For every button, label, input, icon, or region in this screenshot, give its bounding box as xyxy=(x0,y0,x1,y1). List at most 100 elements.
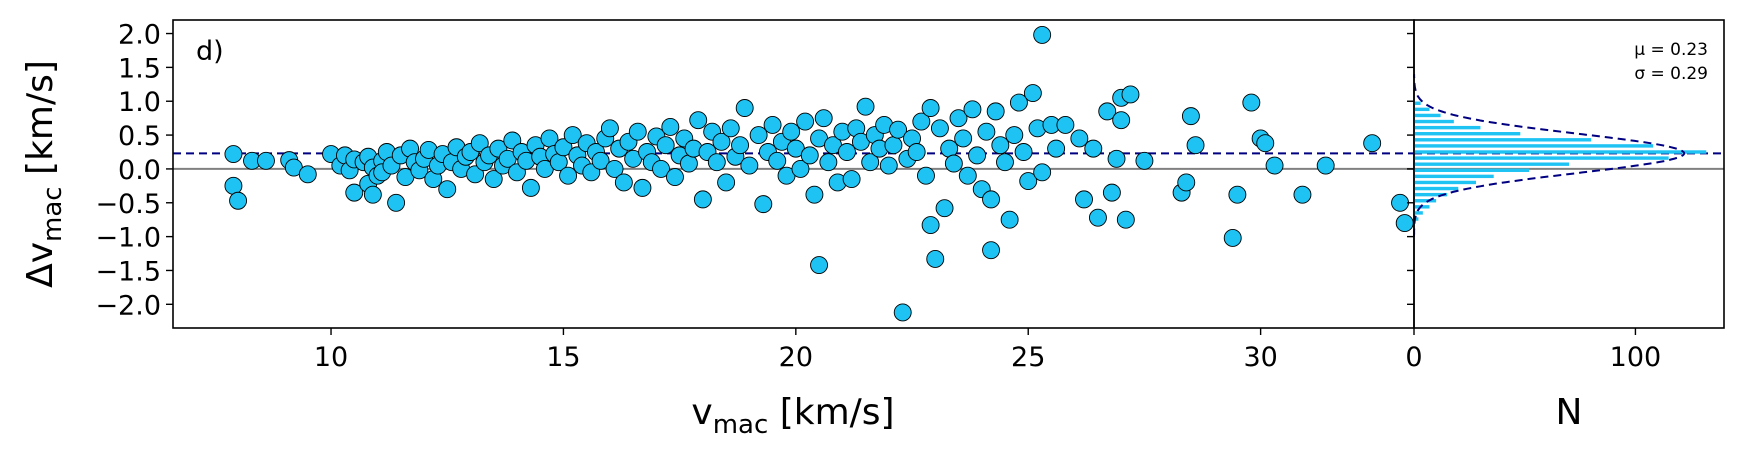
histogram-x-ticks: 0 100 xyxy=(1405,328,1661,373)
data-point xyxy=(554,138,573,157)
data-point xyxy=(921,99,940,117)
data-point xyxy=(1242,93,1261,112)
data-point xyxy=(1000,210,1019,229)
gaussian-fit-curve xyxy=(1413,74,1686,237)
data-point xyxy=(1186,136,1205,155)
data-point xyxy=(1177,173,1196,192)
data-point xyxy=(1056,115,1075,134)
data-point xyxy=(363,185,382,204)
data-point xyxy=(1363,134,1382,153)
histogram-x-tick-label: 100 xyxy=(1610,342,1662,373)
data-point xyxy=(768,151,787,170)
y-tick-label: 1.0 xyxy=(118,87,161,118)
data-point xyxy=(996,153,1014,172)
data-point xyxy=(982,190,1000,209)
data-point xyxy=(782,122,801,141)
data-point xyxy=(861,153,880,172)
data-point xyxy=(1009,93,1028,112)
data-point xyxy=(521,178,540,197)
data-point xyxy=(819,153,838,172)
data-point xyxy=(893,303,912,322)
panel-label: d) xyxy=(196,36,224,67)
data-point xyxy=(731,136,749,155)
data-point xyxy=(958,166,977,185)
data-point xyxy=(856,97,875,116)
data-point xyxy=(814,109,833,128)
histogram-bar xyxy=(1414,144,1654,148)
data-point xyxy=(1121,85,1140,104)
data-point xyxy=(954,129,973,148)
data-point xyxy=(1047,139,1066,158)
data-point xyxy=(600,119,619,138)
histogram-bar xyxy=(1414,192,1448,197)
data-point xyxy=(935,199,954,218)
y-tick-label: 1.5 xyxy=(118,53,161,84)
x-tick-label: 20 xyxy=(779,342,813,373)
data-point xyxy=(1098,102,1117,121)
histogram-x-tick-label: 0 xyxy=(1405,342,1422,373)
data-point xyxy=(805,185,824,204)
x-tick-label: 15 xyxy=(546,342,580,373)
histogram-bar xyxy=(1414,107,1430,112)
histogram-bar xyxy=(1414,156,1669,160)
scatter-y-ticks: 2.01.51.00.50.0−0.5−1.0−1.5−2.0 xyxy=(95,20,173,321)
histogram-bar xyxy=(1414,138,1592,142)
data-point xyxy=(679,154,698,173)
data-point xyxy=(749,126,768,145)
data-point xyxy=(712,132,731,151)
data-point xyxy=(652,159,670,178)
data-point xyxy=(633,178,652,197)
histogram-bar xyxy=(1414,211,1423,215)
data-point xyxy=(689,111,708,130)
histogram-bars xyxy=(1414,101,1707,221)
data-point xyxy=(1256,134,1275,153)
data-point xyxy=(661,118,680,136)
data-point xyxy=(1033,163,1052,182)
histogram-bar xyxy=(1414,180,1476,185)
data-point xyxy=(1088,208,1107,227)
histogram-x-axis-label: N xyxy=(1556,392,1583,433)
histogram-bar xyxy=(1414,119,1454,124)
data-point xyxy=(656,136,675,155)
y-tick-label: −1.5 xyxy=(95,256,161,287)
data-point xyxy=(912,112,931,131)
data-point xyxy=(1116,210,1135,229)
data-point xyxy=(917,166,935,185)
data-point xyxy=(735,99,754,117)
data-point xyxy=(721,119,740,138)
data-point xyxy=(484,170,503,189)
data-point xyxy=(977,122,996,141)
histogram-bar xyxy=(1414,101,1421,105)
x-tick-label: 30 xyxy=(1243,342,1277,373)
data-point xyxy=(944,154,963,173)
histogram-bar xyxy=(1414,132,1521,136)
histogram-bar xyxy=(1414,199,1437,203)
data-point xyxy=(1014,143,1033,161)
data-point xyxy=(1316,156,1335,175)
data-point xyxy=(921,216,940,235)
histogram-bar xyxy=(1414,150,1707,154)
data-point xyxy=(1293,185,1312,204)
data-point xyxy=(693,190,712,209)
y-tick-label: −1.0 xyxy=(95,223,161,254)
sigma-annotation: σ = 0.29 xyxy=(1634,64,1708,84)
data-point xyxy=(810,256,829,274)
data-point xyxy=(257,151,275,170)
y-tick-label: −0.5 xyxy=(95,189,161,220)
y-tick-label: 0.5 xyxy=(118,121,161,152)
data-point xyxy=(968,146,987,165)
mu-annotation: μ = 0.23 xyxy=(1634,40,1708,60)
data-point xyxy=(991,136,1010,155)
data-point xyxy=(563,126,582,145)
data-point xyxy=(1181,107,1200,126)
data-point xyxy=(1102,183,1121,202)
histogram-y-ticks xyxy=(1407,32,1414,306)
x-tick-label: 10 xyxy=(314,342,348,373)
data-point xyxy=(628,122,647,141)
y-axis-label: Δvmac [km/s] xyxy=(20,60,68,288)
data-point xyxy=(1107,149,1126,168)
scatter-panel: 10 15 20 25 30 2.01.51.00.50.0−0.5−1.0−1.5−2… xyxy=(20,19,1415,440)
data-point xyxy=(438,180,457,199)
data-point xyxy=(1228,185,1247,204)
x-tick-label: 25 xyxy=(1011,342,1045,373)
